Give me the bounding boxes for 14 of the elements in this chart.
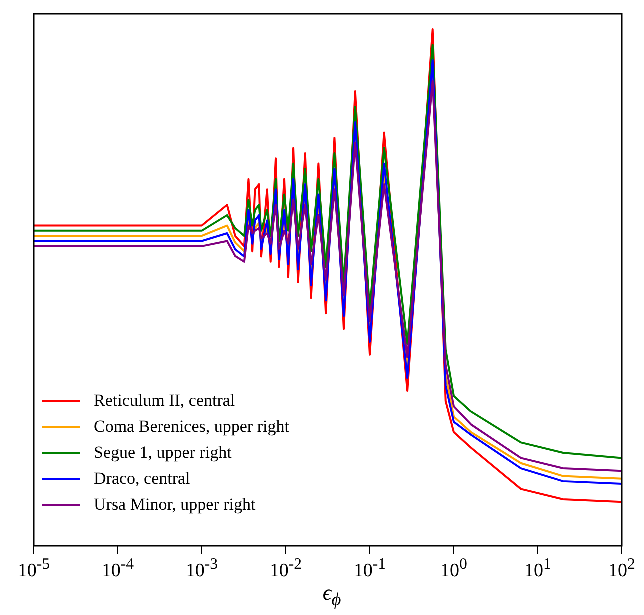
x-tick-label: 10$^{-2}$	[270, 556, 302, 582]
x-tick-label: 10$^{-1}$	[354, 556, 386, 582]
legend-label: Reticulum II, central	[94, 390, 236, 412]
x-tick-label: 10$^{2}$	[608, 556, 636, 582]
x-tick-label: 10$^{-3}$	[186, 556, 218, 582]
x-tick-label: 10$^{-5}$	[18, 556, 50, 582]
x-tick-label: 10$^{1}$	[524, 556, 552, 582]
legend-label: Segue 1, upper right	[94, 442, 232, 464]
x-tick-label: 10$^{0}$	[440, 556, 468, 582]
legend-label: Coma Berenices, upper right	[94, 416, 290, 438]
x-axis-title: ϵ$_{ϕ}$	[322, 580, 342, 610]
x-tick-label: 10$^{-4}$	[102, 556, 134, 582]
legend-label: Draco, central	[94, 468, 190, 490]
legend-label: Ursa Minor, upper right	[94, 494, 256, 516]
